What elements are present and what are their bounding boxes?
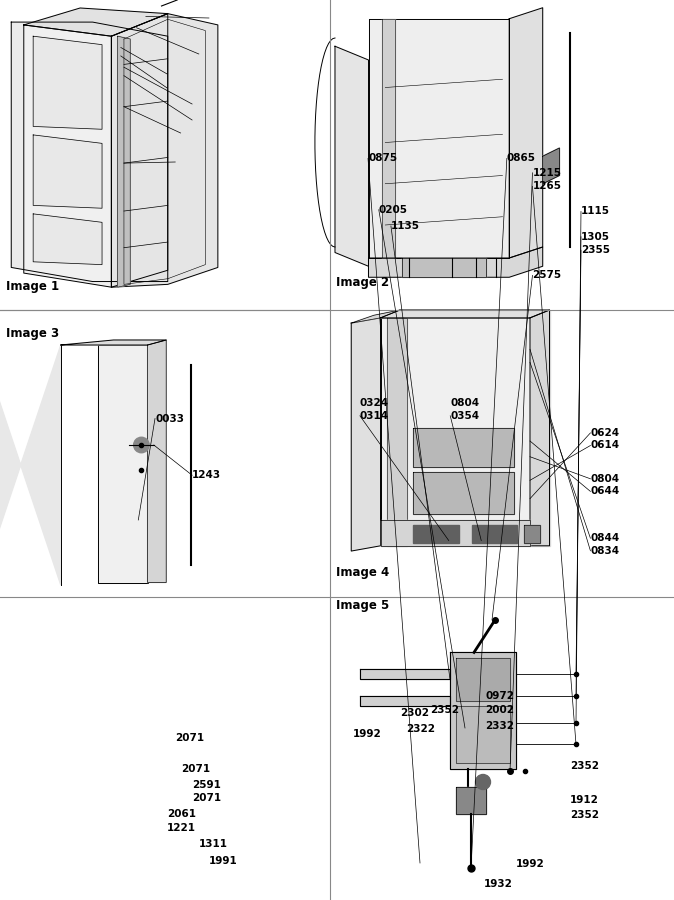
Text: 1135: 1135 bbox=[391, 220, 420, 231]
Circle shape bbox=[475, 775, 491, 789]
Text: 1932: 1932 bbox=[484, 878, 513, 889]
Text: 2061: 2061 bbox=[167, 808, 196, 819]
Text: 0624: 0624 bbox=[590, 428, 619, 438]
Polygon shape bbox=[381, 318, 530, 545]
Polygon shape bbox=[387, 318, 406, 545]
Text: 1992: 1992 bbox=[353, 729, 381, 740]
Polygon shape bbox=[98, 345, 148, 582]
Text: 2071: 2071 bbox=[181, 763, 210, 774]
Text: 2002: 2002 bbox=[485, 705, 514, 716]
Polygon shape bbox=[148, 340, 166, 582]
Polygon shape bbox=[413, 525, 458, 544]
Polygon shape bbox=[111, 14, 218, 287]
Polygon shape bbox=[360, 669, 450, 680]
Text: 0614: 0614 bbox=[590, 440, 619, 451]
Text: 0033: 0033 bbox=[155, 413, 184, 424]
Text: Image 2: Image 2 bbox=[336, 276, 389, 289]
Polygon shape bbox=[413, 428, 514, 467]
Text: 2355: 2355 bbox=[581, 245, 610, 256]
Polygon shape bbox=[61, 340, 166, 345]
Polygon shape bbox=[543, 148, 559, 184]
Text: 0865: 0865 bbox=[507, 153, 536, 164]
Polygon shape bbox=[369, 247, 543, 277]
Polygon shape bbox=[111, 14, 168, 287]
Text: 1992: 1992 bbox=[516, 859, 545, 869]
Polygon shape bbox=[118, 36, 130, 287]
Text: 0972: 0972 bbox=[485, 690, 514, 701]
Polygon shape bbox=[456, 706, 510, 763]
Text: 2322: 2322 bbox=[406, 724, 435, 734]
Polygon shape bbox=[351, 318, 381, 551]
Polygon shape bbox=[0, 345, 61, 585]
Polygon shape bbox=[456, 788, 486, 814]
Text: 2352: 2352 bbox=[570, 760, 599, 771]
Text: Image 4: Image 4 bbox=[336, 566, 390, 579]
Text: 1912: 1912 bbox=[570, 795, 599, 806]
Text: 1991: 1991 bbox=[209, 856, 238, 867]
Polygon shape bbox=[351, 310, 400, 323]
Polygon shape bbox=[530, 310, 549, 545]
Text: 1265: 1265 bbox=[532, 181, 561, 192]
Polygon shape bbox=[24, 8, 168, 36]
Text: 0644: 0644 bbox=[590, 486, 619, 497]
Polygon shape bbox=[381, 310, 549, 318]
Polygon shape bbox=[524, 525, 540, 544]
Polygon shape bbox=[509, 8, 543, 258]
Polygon shape bbox=[33, 36, 102, 130]
Text: 1243: 1243 bbox=[192, 470, 221, 481]
Polygon shape bbox=[11, 22, 168, 282]
Polygon shape bbox=[402, 258, 486, 277]
Text: 2591: 2591 bbox=[192, 779, 221, 790]
Text: 0844: 0844 bbox=[590, 533, 619, 544]
Polygon shape bbox=[360, 696, 450, 706]
Text: 1305: 1305 bbox=[581, 231, 610, 242]
Text: 0834: 0834 bbox=[590, 545, 619, 556]
Text: 0354: 0354 bbox=[450, 410, 479, 421]
Polygon shape bbox=[335, 46, 369, 266]
Text: 0324: 0324 bbox=[360, 398, 389, 409]
Polygon shape bbox=[382, 19, 395, 258]
Text: 2071: 2071 bbox=[192, 793, 221, 804]
Text: 2071: 2071 bbox=[175, 733, 204, 743]
Circle shape bbox=[133, 437, 149, 453]
Polygon shape bbox=[472, 525, 517, 544]
Text: 0804: 0804 bbox=[590, 473, 619, 484]
Text: 2332: 2332 bbox=[485, 721, 514, 732]
Text: 1311: 1311 bbox=[199, 839, 228, 850]
Text: 2575: 2575 bbox=[532, 270, 561, 281]
Polygon shape bbox=[369, 19, 509, 258]
Text: 2352: 2352 bbox=[430, 705, 459, 716]
Text: 1215: 1215 bbox=[532, 167, 561, 178]
Polygon shape bbox=[381, 519, 530, 545]
Polygon shape bbox=[33, 135, 102, 208]
Text: 2352: 2352 bbox=[570, 810, 599, 821]
Polygon shape bbox=[413, 472, 514, 515]
Polygon shape bbox=[24, 25, 111, 287]
Polygon shape bbox=[450, 652, 516, 769]
Text: 2302: 2302 bbox=[400, 707, 429, 718]
Text: 0205: 0205 bbox=[379, 204, 408, 215]
Text: 0875: 0875 bbox=[368, 153, 397, 164]
Text: 1221: 1221 bbox=[167, 823, 196, 833]
Polygon shape bbox=[33, 214, 102, 265]
Text: Image 5: Image 5 bbox=[336, 599, 390, 612]
Text: Image 1: Image 1 bbox=[6, 280, 59, 293]
Text: 0314: 0314 bbox=[360, 410, 389, 421]
Text: 0804: 0804 bbox=[450, 398, 479, 409]
Text: Image 3: Image 3 bbox=[6, 327, 59, 340]
Polygon shape bbox=[456, 658, 510, 701]
Text: 1115: 1115 bbox=[581, 206, 610, 217]
